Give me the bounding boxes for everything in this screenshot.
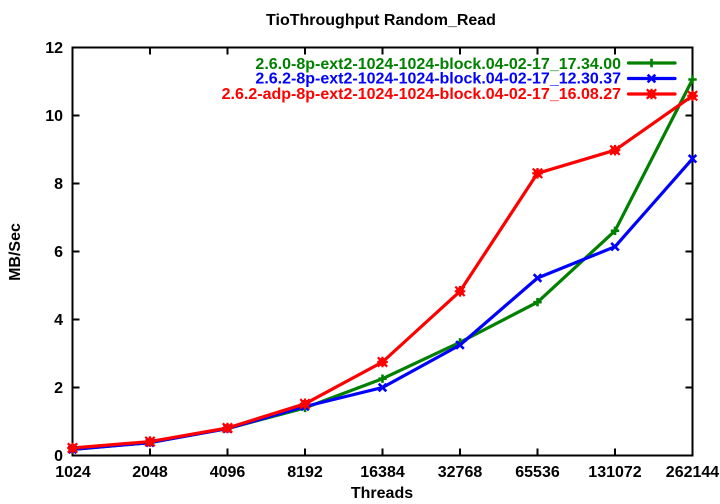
svg-text:2: 2 — [54, 380, 63, 397]
svg-text:2048: 2048 — [132, 464, 168, 481]
svg-text:16384: 16384 — [360, 464, 405, 481]
svg-text:MB/Sec: MB/Sec — [7, 223, 24, 281]
svg-text:4: 4 — [54, 312, 63, 329]
svg-text:2.6.2-adp-8p-ext2-1024-1024-bl: 2.6.2-adp-8p-ext2-1024-1024-block.04-02-… — [222, 86, 621, 103]
svg-text:Threads: Threads — [351, 485, 413, 502]
svg-text:12: 12 — [45, 40, 63, 57]
svg-text:8: 8 — [54, 176, 63, 193]
svg-text:TioThroughput Random_Read: TioThroughput Random_Read — [266, 12, 496, 29]
svg-text:32768: 32768 — [438, 464, 483, 481]
svg-text:65536: 65536 — [515, 464, 560, 481]
svg-text:1024: 1024 — [55, 464, 91, 481]
svg-text:2.6.0-8p-ext2-1024-1024-block.: 2.6.0-8p-ext2-1024-1024-block.04-02-17_1… — [255, 56, 621, 73]
svg-text:8192: 8192 — [287, 464, 323, 481]
svg-text:0: 0 — [54, 448, 63, 465]
svg-text:131072: 131072 — [588, 464, 641, 481]
svg-text:2.6.2-8p-ext2-1024-1024-block.: 2.6.2-8p-ext2-1024-1024-block.04-02-17_1… — [255, 71, 621, 88]
svg-text:262144: 262144 — [666, 464, 719, 481]
svg-text:6: 6 — [54, 244, 63, 261]
svg-text:10: 10 — [45, 108, 63, 125]
svg-text:4096: 4096 — [210, 464, 246, 481]
